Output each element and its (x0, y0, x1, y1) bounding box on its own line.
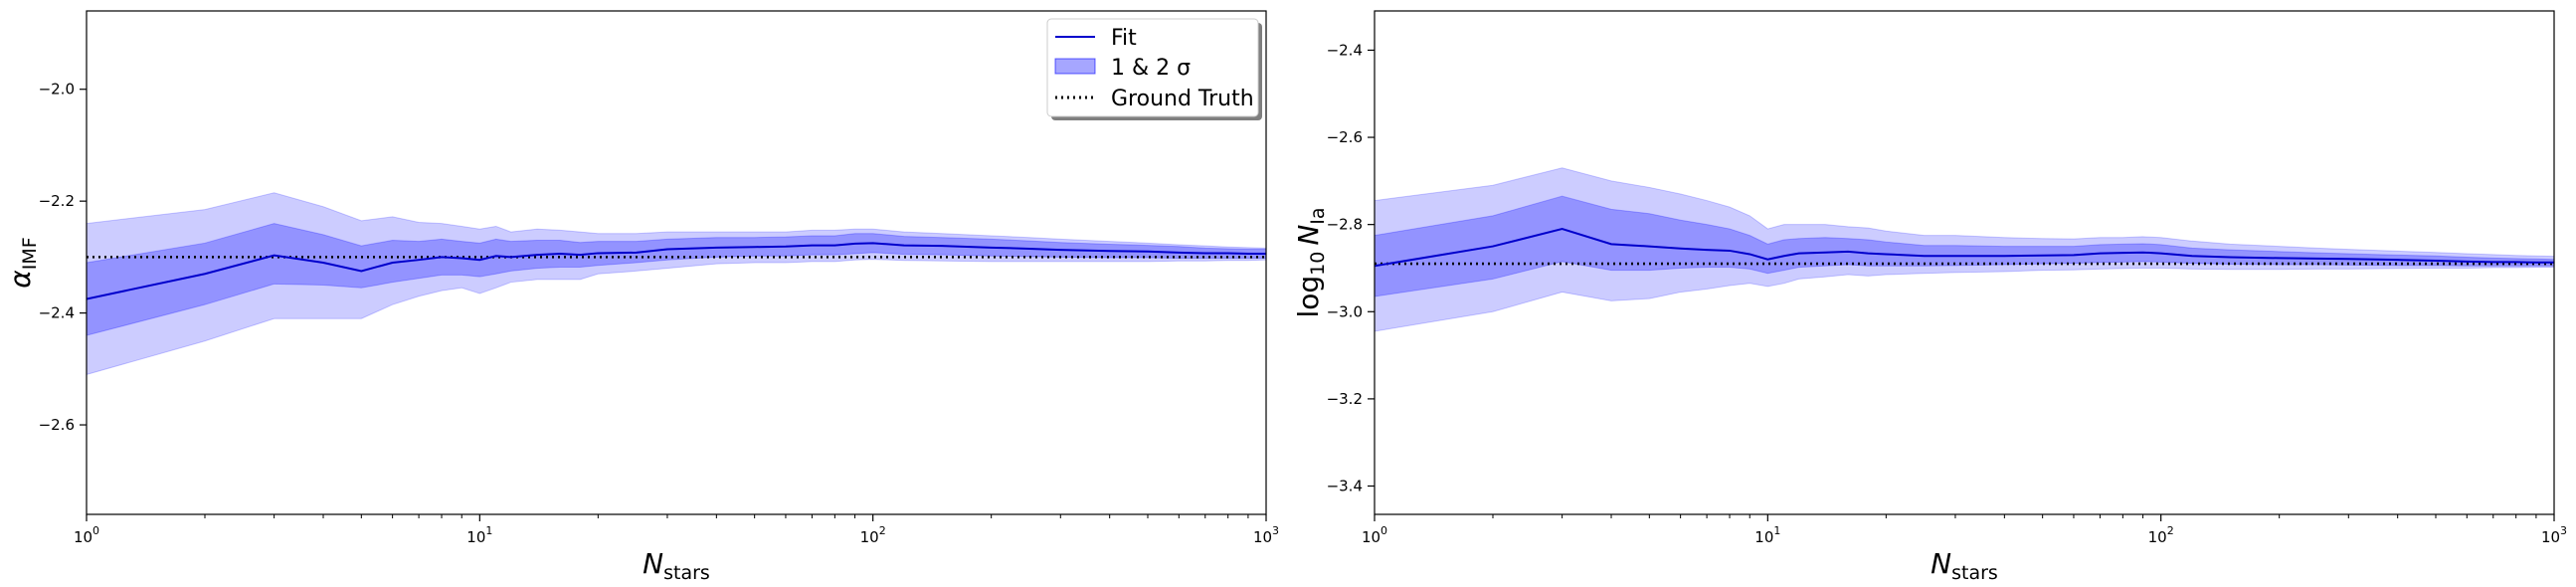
panel-log-nia: 100 101 102 103 −2.4 −2.6 −2.8 −3.0 −3.2 −3.4 Ns… (1292, 10, 2567, 584)
sigma1-band (87, 223, 1266, 336)
legend-band-swatch (1054, 58, 1096, 75)
x-tick-label: 101 (466, 524, 492, 546)
legend-band-label: 1 & 2 σ (1111, 56, 1191, 81)
y-tick-label: −2.8 (1327, 216, 1363, 234)
plot-frame (1374, 10, 2555, 515)
y-tick-label: −2.6 (39, 416, 75, 434)
x-tick-label: 103 (1253, 524, 1279, 546)
y-ticks: −2.4 −2.6 −2.8 −3.0 −3.2 −3.4 (1327, 41, 1375, 495)
y-tick-label: −2.4 (1327, 41, 1363, 59)
y-tick-label: −3.2 (1327, 390, 1363, 408)
fit-line (87, 242, 1266, 300)
x-tick-label: 102 (2148, 524, 2174, 546)
x-axis-label: Nstars (1931, 547, 1998, 584)
panel-alpha-imf: 100 101 102 103 −2.0 −2.2 −2.4 −2.6 Nstars αIM… (4, 10, 1279, 584)
y-tick-label: −3.4 (1327, 478, 1363, 495)
y-tick-label: −3.0 (1327, 302, 1363, 320)
x-ticks: 100 101 102 103 (1362, 514, 2567, 546)
y-tick-label: −2.6 (1327, 128, 1363, 146)
x-tick-label: 103 (2541, 524, 2567, 546)
y-tick-label: −2.4 (39, 304, 75, 322)
y-tick-label: −2.2 (39, 192, 75, 210)
x-tick-label: 102 (860, 524, 886, 546)
y-tick-label: −2.0 (39, 81, 75, 98)
x-tick-label: 101 (1754, 524, 1780, 546)
sigma2-band (87, 192, 1266, 375)
y-axis-label: log10NIa (1292, 207, 1329, 317)
legend-frame (1046, 18, 1259, 117)
legend-truth-label: Ground Truth (1111, 87, 1254, 111)
x-ticks: 100 101 102 103 (74, 514, 1279, 546)
sigma2-band (1375, 167, 2554, 332)
x-axis-label: Nstars (643, 547, 710, 584)
plot-frame (86, 10, 1267, 515)
y-ticks: −2.0 −2.2 −2.4 −2.6 (39, 81, 87, 434)
plot-area (1375, 11, 2554, 514)
sigma1-band (1375, 195, 2554, 297)
legend-fit-label: Fit (1111, 26, 1137, 51)
x-tick-label: 100 (1362, 524, 1387, 546)
y-axis-label: αIMF (4, 237, 41, 288)
fit-line (1375, 228, 2554, 268)
x-tick-label: 100 (74, 524, 99, 546)
legend: Fit 1 & 2 σ Ground Truth (1046, 18, 1262, 120)
